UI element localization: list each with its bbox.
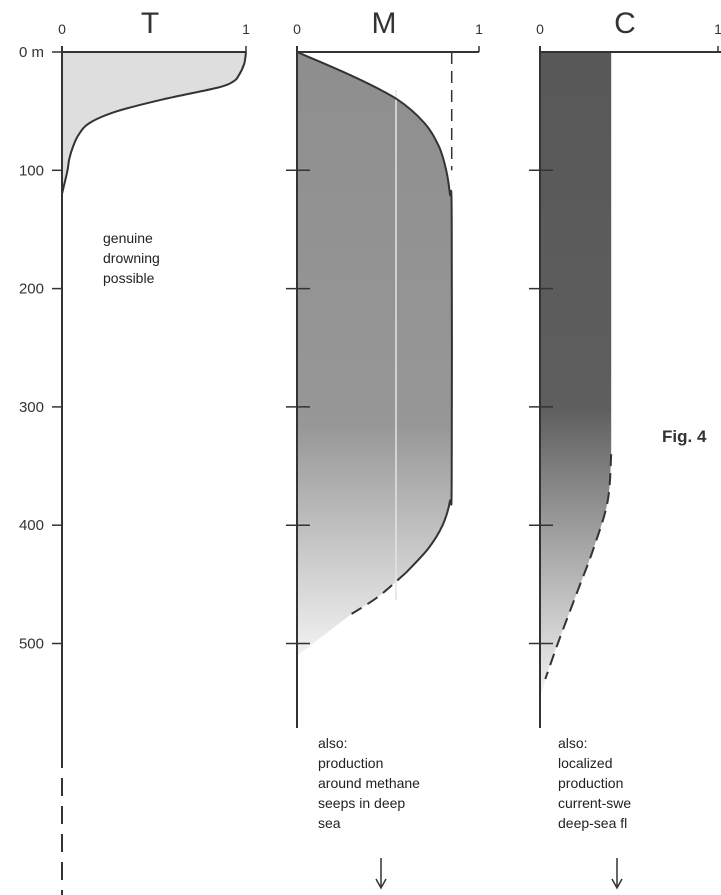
M-area (297, 52, 452, 656)
C-x-tick-1: 1 (714, 21, 721, 37)
M-annotation-line-2: around methane (318, 775, 420, 791)
line-layer (61, 51, 623, 890)
fill-layer (62, 52, 612, 699)
C-annotation-line-2: production (558, 775, 623, 791)
T-panel-title: T (141, 7, 159, 40)
M-annotation-line-1: production (318, 755, 383, 771)
T-area (62, 52, 246, 194)
T-annotation-line-2: possible (103, 270, 155, 286)
M-profile-line (296, 51, 453, 574)
C-profile-dashed-line (544, 454, 613, 680)
T-annotation-line-1: drowning (103, 250, 160, 266)
C-annotation-line-0: also: (558, 735, 588, 751)
C-x-tick-0: 0 (536, 21, 544, 37)
y-tick-label-300: 300 (19, 399, 44, 416)
M-annotation-line-4: sea (318, 815, 341, 831)
M-down-arrow-head (375, 878, 387, 890)
axis-layer (52, 46, 721, 895)
C-panel-title: C (614, 7, 636, 40)
y-tick-label-0: 0 m (19, 44, 44, 61)
M-annotation-line-0: also: (318, 735, 348, 751)
M-x-tick-0: 0 (293, 21, 301, 37)
y-tick-label-500: 500 (19, 636, 44, 653)
C-down-arrow-head (611, 878, 623, 890)
C-annotation-line-3: current-swe (558, 795, 631, 811)
y-tick-label-400: 400 (19, 517, 44, 534)
C-area (540, 52, 612, 699)
M-profile-dashed-line (351, 571, 407, 615)
T-profile-line (61, 51, 247, 195)
M-panel-title: M (372, 7, 397, 40)
C-annotation-line-1: localized (558, 755, 612, 771)
M-annotation-line-3: seeps in deep (318, 795, 405, 811)
M-x-tick-1: 1 (475, 21, 483, 37)
T-annotation-line-0: genuine (103, 230, 153, 246)
T-x-tick-1: 1 (242, 21, 250, 37)
C-annotation-line-4: deep-sea fl (558, 815, 627, 831)
T-x-tick-0: 0 (58, 21, 66, 37)
y-tick-label-200: 200 (19, 281, 44, 298)
y-tick-label-100: 100 (19, 162, 44, 179)
figure-label: Fig. 4 (662, 427, 707, 446)
